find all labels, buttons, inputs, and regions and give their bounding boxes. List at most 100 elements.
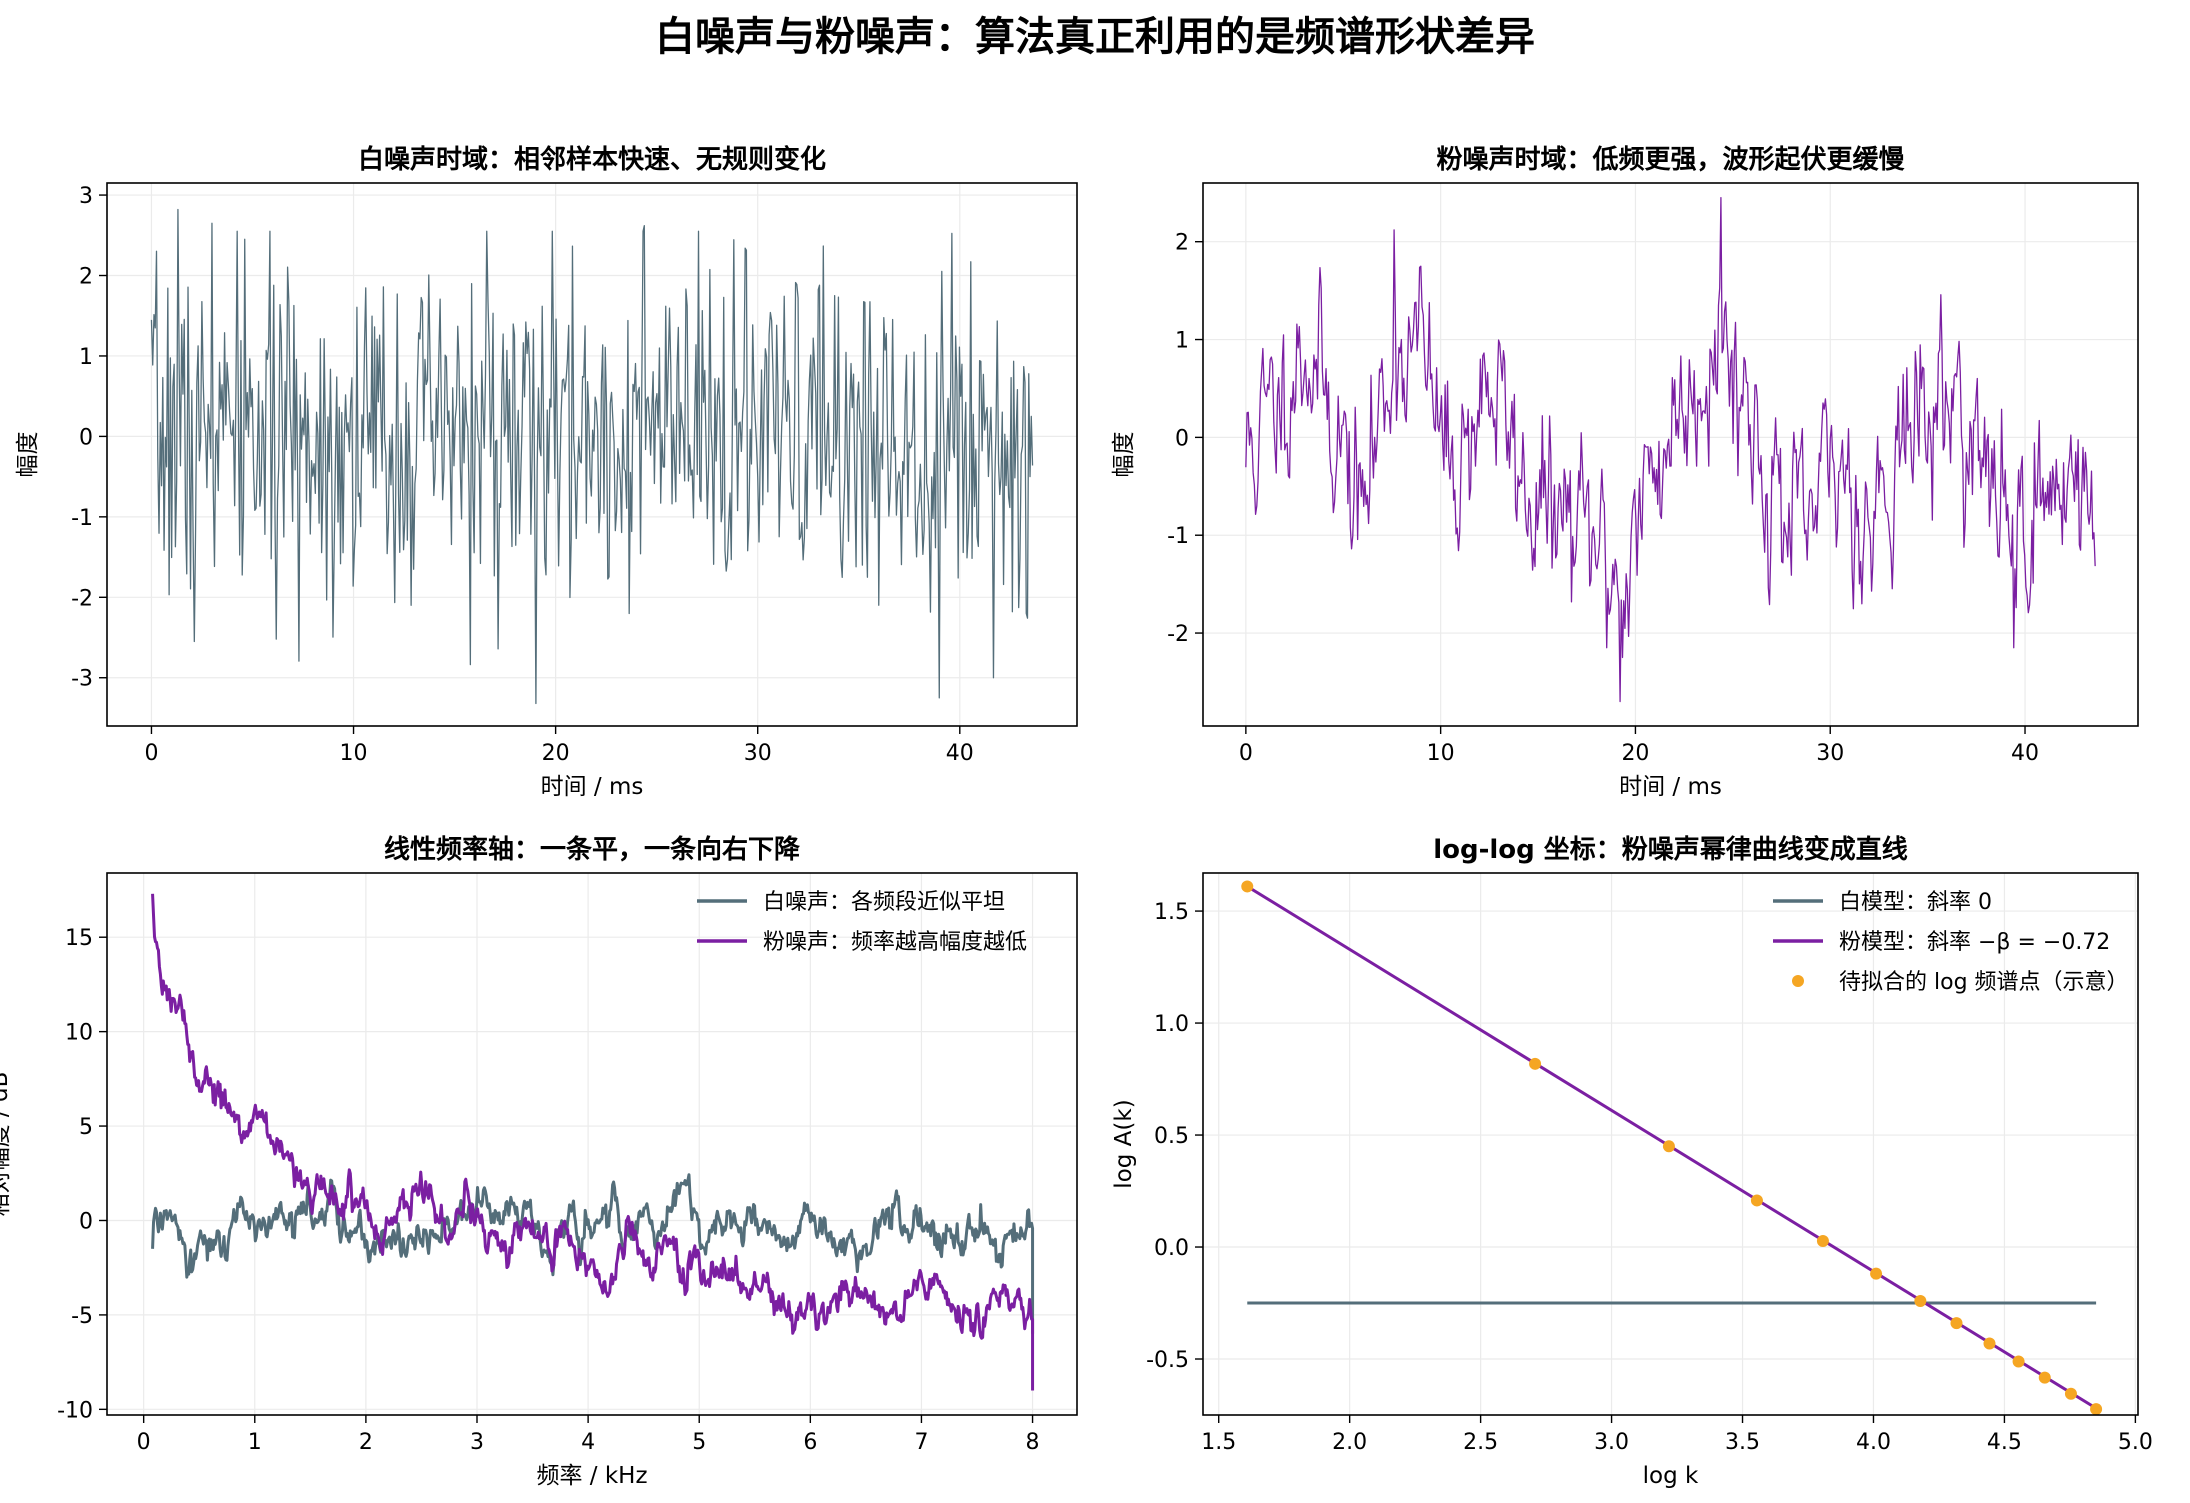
axes-frame <box>106 182 1078 727</box>
legend: 白模型：斜率 0 粉模型：斜率 −β = −0.72 待拟合的 log 频谱点（示意… <box>1773 890 2129 995</box>
y-tick-label: -1 <box>71 506 93 531</box>
legend-label: 粉噪声：频率越高幅度越低 <box>763 930 1027 955</box>
x-tick-label: 10 <box>1427 741 1455 766</box>
x-tick-label: 40 <box>946 741 974 766</box>
scatter-point <box>1241 880 1254 893</box>
series-line-1 <box>150 208 1034 705</box>
chart-4: log-log 坐标：粉噪声幂律曲线变成直线 1.5 2.0 2.5 3.0 3.5 4.0… <box>1111 834 2153 1489</box>
y-tick-label: 1 <box>79 345 93 370</box>
chart-title: 线性频率轴：一条平，一条向右下降 <box>384 834 801 865</box>
y-axis-label: 幅度 <box>1111 432 1137 478</box>
x-tick-label: 2.5 <box>1463 1430 1498 1455</box>
y-tick-label: -2 <box>71 586 93 611</box>
y-tick-label: -2 <box>1167 622 1189 647</box>
y-tick-label: -1 <box>1167 524 1189 549</box>
x-tick-label: 4.0 <box>1856 1430 1891 1455</box>
y-tick-label: 1.5 <box>1154 900 1189 925</box>
scatter-point <box>2038 1371 2051 1384</box>
scatter-point <box>1914 1295 1927 1308</box>
x-tick-label: 3.5 <box>1725 1430 1760 1455</box>
chart-title: 白噪声时域：相邻样本快速、无规则变化 <box>358 144 826 175</box>
y-tick-label: 15 <box>65 926 93 951</box>
chart-2: 粉噪声时域：低频更强，波形起伏更缓慢 0 10 20 30 40 -2 -1 0 1 2 时间 / m… <box>1111 144 2139 800</box>
series-line-2 <box>151 893 1035 1391</box>
legend-label: 待拟合的 log 频谱点（示意） <box>1839 970 2129 995</box>
y-tick-label: 0 <box>79 1209 93 1234</box>
series-line-1 <box>1245 197 2096 703</box>
x-tick-label: 4 <box>581 1430 595 1455</box>
grid <box>1203 873 2138 1415</box>
x-tick-label: 30 <box>744 741 772 766</box>
axes-frame <box>106 872 1078 1416</box>
y-tick-label: 10 <box>65 1021 93 1046</box>
y-tick-label: -5 <box>71 1304 93 1329</box>
x-tick-label: 30 <box>1816 741 1844 766</box>
x-tick-label: 8 <box>1026 1430 1040 1455</box>
y-tick-label: -3 <box>71 667 93 692</box>
chart-1: 白噪声时域：相邻样本快速、无规则变化 0 10 20 30 40 -3 -2 -1 0 1 2 3 时间 … <box>15 144 1078 800</box>
legend-label: 粉模型：斜率 −β = −0.72 <box>1839 930 2110 955</box>
y-tick-label: 0 <box>1175 426 1189 451</box>
x-tick-label: 6 <box>803 1430 817 1455</box>
scatter-point <box>1750 1194 1763 1207</box>
chart-title: log-log 坐标：粉噪声幂律曲线变成直线 <box>1433 834 1908 865</box>
axes-frame <box>1202 872 2139 1416</box>
grid <box>1203 183 2138 726</box>
y-tick-label: 3 <box>79 184 93 209</box>
y-axis-label: 相对幅度 / dB <box>0 1072 13 1217</box>
scatter-point <box>1983 1337 1996 1350</box>
legend-marker <box>1792 975 1804 987</box>
x-tick-label: 5.0 <box>2118 1430 2153 1455</box>
series-line-1 <box>151 1173 1035 1334</box>
chart-title: 粉噪声时域：低频更强，波形起伏更缓慢 <box>1436 144 1905 175</box>
x-tick-label: 2.0 <box>1332 1430 1367 1455</box>
x-tick-label: 5 <box>692 1430 706 1455</box>
x-tick-label: 3 <box>470 1430 484 1455</box>
x-tick-label: 1 <box>248 1430 262 1455</box>
x-tick-label: 0 <box>137 1430 151 1455</box>
y-tick-label: 2 <box>79 265 93 290</box>
axes-frame <box>1202 182 2139 727</box>
y-tick-label: 0 <box>79 425 93 450</box>
scatter-point <box>2012 1355 2025 1368</box>
grid <box>107 873 1077 1415</box>
figure-title: 白噪声与粉噪声：算法真正利用的是频谱形状差异 <box>655 14 1535 60</box>
x-tick-label: 40 <box>2011 741 2039 766</box>
scatter-point <box>1950 1317 1963 1330</box>
y-tick-label: 2 <box>1175 231 1189 256</box>
x-tick-label: 10 <box>340 741 368 766</box>
x-tick-label: 1.5 <box>1201 1430 1236 1455</box>
y-axis-label: 幅度 <box>15 432 41 478</box>
x-tick-label: 7 <box>914 1430 928 1455</box>
x-axis-label: 时间 / ms <box>1619 774 1722 800</box>
y-tick-label: 0.0 <box>1154 1236 1189 1261</box>
x-tick-label: 0 <box>144 741 158 766</box>
scatter-point <box>1529 1057 1542 1070</box>
scatter-point <box>2064 1387 2077 1400</box>
x-axis-label: log k <box>1643 1463 1699 1489</box>
x-tick-label: 0 <box>1239 741 1253 766</box>
y-tick-label: 1 <box>1175 329 1189 354</box>
x-axis-label: 时间 / ms <box>541 774 644 800</box>
chart-3: 线性频率轴：一条平，一条向右下降 0 1 2 3 4 5 6 7 8 -10 -5 0 5 10 15 频率 /… <box>0 834 1078 1489</box>
y-tick-label: 5 <box>79 1115 93 1140</box>
scatter-point <box>2090 1403 2103 1416</box>
y-tick-label: -0.5 <box>1146 1348 1189 1373</box>
x-axis-label: 频率 / kHz <box>536 1463 647 1489</box>
x-tick-label: 20 <box>542 741 570 766</box>
y-tick-label: -10 <box>57 1398 93 1423</box>
legend-label: 白模型：斜率 0 <box>1839 890 1992 915</box>
x-tick-label: 20 <box>1621 741 1649 766</box>
legend-label: 白噪声：各频段近似平坦 <box>763 890 1005 915</box>
scatter-point <box>1662 1140 1675 1153</box>
y-axis-label: log A(k) <box>1111 1099 1137 1188</box>
x-tick-label: 4.5 <box>1987 1430 2022 1455</box>
y-tick-label: 0.5 <box>1154 1124 1189 1149</box>
y-tick-label: 1.0 <box>1154 1012 1189 1037</box>
x-tick-label: 2 <box>359 1430 373 1455</box>
scatter-point <box>1816 1234 1829 1247</box>
x-tick-label: 3.0 <box>1594 1430 1629 1455</box>
